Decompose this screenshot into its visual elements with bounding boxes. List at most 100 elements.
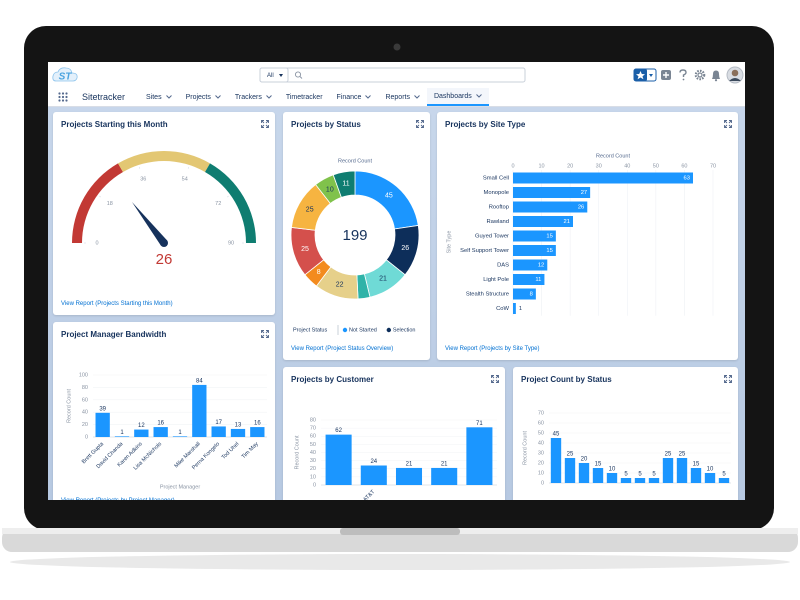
data-label: 25 — [567, 452, 574, 458]
x-tick-label: 0 — [511, 163, 514, 169]
expand-button[interactable] — [724, 375, 732, 383]
chart-label: Record Count — [338, 158, 372, 164]
data-label: 1 — [519, 306, 522, 312]
nav-item[interactable]: Projects — [179, 88, 228, 106]
expand-button[interactable] — [416, 120, 424, 128]
y-tick-label: 60 — [538, 420, 544, 426]
data-label: 26 — [401, 245, 409, 252]
bar — [513, 259, 548, 271]
report-link[interactable]: View Report (Project Status Overview) — [291, 346, 394, 352]
y-tick-label: 80 — [310, 417, 316, 423]
x-tick-label: AT&T — [362, 489, 376, 500]
panel-title: Projects Starting this Month — [61, 120, 168, 129]
nav-item[interactable]: Sites — [139, 88, 179, 106]
y-tick-label: 60 — [82, 397, 88, 403]
dashboard-panel: 0 18 36 54 72 90 26 Projects Starting this Mont… — [53, 112, 275, 315]
dashboard-panel: Record Count 0 10 20 30 40 50 60 70 Site Type Smal… — [437, 112, 738, 360]
top-bar-graphics: ST All — [52, 66, 744, 84]
y-tick-label: Rooftop — [489, 205, 509, 211]
nav-item[interactable]: Trackers — [228, 88, 279, 106]
data-label: 15 — [546, 248, 552, 254]
chart: Record Count 45 26 21 22 8 25 25 10 11 199 Project … — [290, 158, 420, 335]
axis-title: Record Count — [294, 435, 300, 469]
bar — [114, 436, 130, 437]
notifications-button[interactable] — [712, 70, 720, 80]
panel-title: Projects by Status — [291, 120, 361, 129]
search-icon — [294, 71, 302, 78]
report-link[interactable]: View Report (Projects by Site Type) — [445, 346, 540, 352]
dashboard-panel: 0 10 20 30 40 50 60 70 Record Count 45 25 20 15 10 5 5 5… — [513, 367, 738, 500]
y-tick-label: 40 — [538, 440, 544, 446]
data-label: 15 — [595, 462, 602, 468]
bar — [431, 467, 458, 485]
bar — [513, 187, 591, 198]
expand-icon — [261, 120, 269, 128]
search-scope[interactable] — [259, 67, 289, 83]
tick-mark — [226, 195, 229, 198]
settings-button[interactable] — [694, 69, 706, 81]
avatar-head — [731, 69, 739, 77]
donut-segment — [332, 170, 356, 198]
chart: Record Count 0 10 20 30 40 50 60 70 Site Type Smal… — [446, 153, 716, 316]
data-label: 8 — [530, 292, 533, 298]
bar — [211, 426, 226, 437]
donut-total: 199 — [342, 227, 367, 244]
y-tick-label: Small Cell — [483, 176, 509, 182]
expand-button[interactable] — [491, 375, 499, 383]
y-tick-label: 0 — [313, 482, 316, 488]
report-link[interactable]: View Report (Projects by Project Manager… — [61, 498, 175, 500]
gauge-band — [72, 163, 123, 243]
expand-button[interactable] — [724, 120, 732, 128]
data-label: 16 — [157, 421, 164, 427]
bar — [395, 467, 423, 485]
bar — [704, 473, 716, 483]
expand-button[interactable] — [261, 120, 269, 128]
y-tick-label: 20 — [82, 422, 88, 428]
nav-label: Dashboards — [433, 92, 472, 100]
x-tick-label: 20 — [567, 163, 573, 169]
app-launcher[interactable] — [48, 88, 75, 106]
data-label: 39 — [99, 406, 106, 412]
data-label: 13 — [235, 423, 242, 429]
gauge-band — [205, 163, 256, 243]
nav-bar: Sitetracker Sites Projects Trackers Time… — [48, 88, 745, 107]
gauge-needle — [131, 202, 168, 246]
y-tick-label: 0 — [85, 434, 88, 440]
data-label: 24 — [370, 459, 377, 465]
bar — [230, 428, 246, 437]
bar — [662, 458, 674, 483]
data-label: 21 — [379, 276, 387, 283]
help-button[interactable] — [679, 69, 687, 77]
gauge-value: 26 — [156, 251, 173, 268]
bar — [513, 274, 545, 285]
y-tick-label: 70 — [538, 410, 544, 416]
nav-item[interactable]: Reports — [378, 88, 427, 106]
nav-label: Finance — [336, 93, 362, 101]
nav-label: Trackers — [234, 93, 262, 101]
nav-item[interactable]: Timetracker — [279, 88, 330, 106]
data-label: 26 — [578, 205, 584, 211]
y-tick-label: 50 — [310, 442, 316, 448]
legend-label: Selection — [393, 327, 416, 333]
legend-swatch — [342, 327, 348, 333]
x-tick-label: 50 — [653, 163, 659, 169]
nav-label: Sites — [146, 93, 162, 101]
bar — [690, 468, 702, 483]
bar — [550, 438, 562, 483]
search-box[interactable] — [259, 67, 526, 83]
bar — [634, 478, 646, 483]
x-tick-label: Tod Uhel — [221, 441, 241, 461]
y-tick-label: 70 — [310, 426, 316, 432]
y-tick-label: Light Pole — [483, 277, 509, 283]
chart: 0 18 36 54 72 90 26 — [72, 151, 256, 268]
nav-item[interactable]: Finance — [330, 88, 379, 106]
data-label: 12 — [138, 423, 145, 429]
chart: 0 10 20 30 40 50 60 70 80 Record Count 62 24 AT&T 21 2… — [294, 417, 497, 500]
tick-label: 36 — [140, 177, 146, 183]
nav-item-active[interactable]: Dashboards — [426, 88, 489, 106]
gauge-band — [118, 151, 210, 172]
camera — [393, 43, 401, 51]
expand-button[interactable] — [261, 330, 269, 338]
report-link[interactable]: View Report (Projects Starting this Mont… — [61, 301, 173, 307]
